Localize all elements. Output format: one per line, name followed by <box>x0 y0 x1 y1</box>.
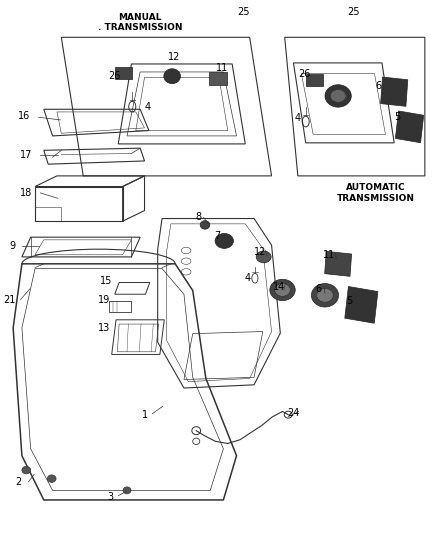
Ellipse shape <box>200 221 210 229</box>
Text: 3: 3 <box>107 492 113 502</box>
Text: 2: 2 <box>16 477 22 487</box>
Text: 5: 5 <box>395 112 401 122</box>
Text: 7: 7 <box>214 231 220 240</box>
Text: 18: 18 <box>20 188 32 198</box>
Text: AUTOMATIC
TRANSMISSION: AUTOMATIC TRANSMISSION <box>337 183 415 203</box>
Text: 16: 16 <box>18 111 30 121</box>
Text: 26: 26 <box>109 71 121 80</box>
Text: 5: 5 <box>346 296 353 306</box>
Ellipse shape <box>47 475 56 482</box>
Text: 4: 4 <box>295 114 301 123</box>
Text: 15: 15 <box>100 277 112 286</box>
Text: 14: 14 <box>273 282 286 292</box>
Ellipse shape <box>256 251 271 263</box>
Ellipse shape <box>270 279 295 301</box>
Ellipse shape <box>22 466 31 474</box>
Text: 9: 9 <box>9 241 15 251</box>
Text: 11: 11 <box>216 63 229 72</box>
Text: 13: 13 <box>98 323 110 333</box>
Ellipse shape <box>275 284 290 296</box>
Ellipse shape <box>325 85 351 107</box>
Polygon shape <box>306 74 323 86</box>
Text: 19: 19 <box>98 295 110 304</box>
Text: 1: 1 <box>141 410 148 419</box>
Text: 12: 12 <box>254 247 266 256</box>
Text: 6: 6 <box>316 284 322 294</box>
Text: 8: 8 <box>195 213 201 222</box>
Ellipse shape <box>215 233 233 248</box>
Text: 6: 6 <box>376 82 382 91</box>
Text: 25: 25 <box>348 7 360 17</box>
Text: MANUAL
. TRANSMISSION: MANUAL . TRANSMISSION <box>98 13 182 32</box>
Polygon shape <box>325 252 352 276</box>
Text: 11: 11 <box>323 250 336 260</box>
Text: 25: 25 <box>237 7 249 17</box>
Text: 4: 4 <box>244 273 251 283</box>
Text: 24: 24 <box>287 408 300 418</box>
Text: 26: 26 <box>298 69 311 78</box>
Polygon shape <box>396 111 424 143</box>
Polygon shape <box>115 67 132 79</box>
Ellipse shape <box>317 288 333 302</box>
Text: 17: 17 <box>20 150 32 159</box>
Polygon shape <box>345 287 378 323</box>
Text: 4: 4 <box>145 102 151 111</box>
Ellipse shape <box>330 90 346 102</box>
Ellipse shape <box>123 487 131 494</box>
Polygon shape <box>209 72 227 85</box>
Text: 21: 21 <box>4 295 16 304</box>
Polygon shape <box>381 77 408 106</box>
Ellipse shape <box>164 69 180 84</box>
Ellipse shape <box>311 284 339 307</box>
Text: 12: 12 <box>168 52 180 62</box>
